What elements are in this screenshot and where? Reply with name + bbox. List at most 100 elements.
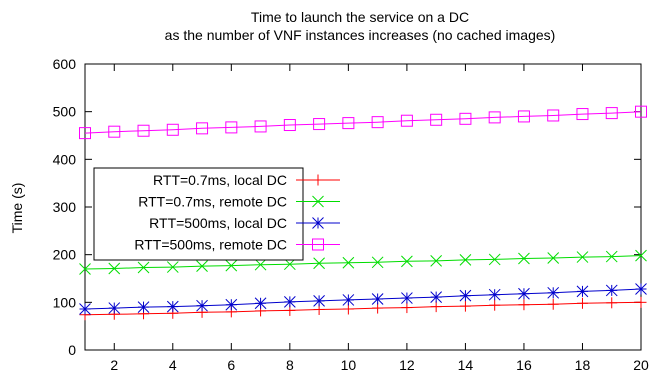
- x-tick-label: 2: [110, 357, 118, 373]
- series-3: [79, 283, 647, 315]
- y-axis-label: Time (s): [9, 183, 25, 234]
- x-tick-label: 12: [399, 357, 415, 373]
- data-point: [196, 122, 209, 135]
- data-point: [225, 298, 238, 311]
- data-point: [254, 258, 267, 271]
- data-point: [371, 116, 384, 129]
- data-point: [576, 297, 588, 309]
- data-point: [430, 255, 443, 267]
- data-point: [459, 112, 472, 125]
- data-point: [488, 288, 501, 301]
- series-4: [79, 105, 647, 140]
- series-1: [79, 296, 647, 321]
- data-point: [576, 251, 589, 263]
- data-point: [313, 118, 326, 131]
- data-point: [635, 296, 647, 308]
- series-line: [84, 111, 642, 134]
- data-point: [401, 292, 413, 304]
- legend-marker: [312, 238, 324, 251]
- series-line: [84, 255, 642, 270]
- data-point: [225, 121, 238, 134]
- data-point: [489, 299, 501, 311]
- data-point: [254, 297, 267, 310]
- y-tick-label: 100: [53, 294, 77, 310]
- data-point: [137, 301, 150, 313]
- data-point: [79, 303, 91, 315]
- legend-box: [93, 167, 304, 261]
- data-point: [225, 259, 238, 272]
- data-point: [342, 256, 355, 269]
- data-point: [576, 285, 589, 298]
- data-point: [459, 300, 471, 312]
- data-point: [606, 297, 618, 309]
- data-point: [196, 260, 208, 272]
- data-point: [137, 124, 150, 137]
- data-point: [576, 108, 589, 121]
- data-point: [459, 289, 472, 302]
- y-tick-label: 0: [68, 342, 76, 358]
- data-point: [517, 110, 530, 123]
- data-point: [137, 261, 150, 274]
- data-point: [488, 253, 501, 266]
- data-point: [196, 299, 208, 312]
- chart-title: Time to launch the service on a DC: [251, 9, 469, 25]
- legend-marker: [312, 217, 324, 229]
- x-tick-label: 6: [227, 357, 235, 373]
- legend-label: RTT=500ms, local DC: [149, 215, 287, 231]
- data-point: [605, 284, 618, 297]
- legend-marker: [312, 174, 324, 186]
- data-point: [108, 125, 121, 138]
- data-point: [635, 249, 647, 262]
- data-point: [459, 254, 472, 266]
- data-point: [342, 117, 355, 130]
- y-tick-label: 300: [53, 199, 77, 215]
- data-point: [79, 263, 91, 275]
- series-2: [79, 249, 647, 275]
- x-tick-label: 16: [516, 357, 532, 373]
- data-point: [313, 257, 325, 270]
- legend-marker: [312, 195, 324, 208]
- data-point: [283, 296, 296, 308]
- data-point: [488, 111, 501, 124]
- data-point: [283, 119, 296, 132]
- legend-label: RTT=0.7ms, remote DC: [138, 194, 287, 210]
- legend-label: RTT=500ms, remote DC: [134, 237, 287, 253]
- data-point: [547, 109, 560, 122]
- y-tick-label: 500: [53, 104, 77, 120]
- x-tick-label: 14: [458, 357, 474, 373]
- data-point: [605, 107, 618, 120]
- data-point: [254, 120, 267, 133]
- data-point: [605, 250, 618, 263]
- x-tick-label: 10: [341, 357, 357, 373]
- legend: RTT=0.7ms, local DC RTT=0.7ms, remote DC R…: [93, 167, 340, 261]
- data-point: [401, 302, 413, 314]
- data-point: [166, 300, 179, 313]
- data-point: [108, 302, 121, 314]
- x-tick-label: 18: [575, 357, 591, 373]
- y-tick-label: 200: [53, 247, 77, 263]
- data-point: [430, 113, 443, 126]
- data-point: [518, 252, 530, 265]
- data-point: [342, 294, 355, 306]
- data-point: [371, 256, 384, 269]
- data-point: [166, 261, 179, 273]
- data-point: [401, 255, 413, 268]
- data-point: [108, 262, 121, 275]
- data-point: [430, 301, 442, 313]
- data-point: [283, 258, 296, 271]
- series-line: [84, 288, 642, 310]
- y-tick-label: 400: [53, 151, 77, 167]
- y-tick-label: 600: [53, 56, 77, 72]
- data-point: [518, 287, 530, 300]
- data-point: [313, 295, 325, 307]
- x-tick-label: 4: [169, 357, 177, 373]
- data-point: [430, 291, 443, 303]
- data-point: [371, 293, 384, 305]
- axes: 0 100 200 300 400 500 600 2 4 6 8 10 12 14 16 18 20: [53, 56, 649, 373]
- data-point: [166, 123, 179, 136]
- data-point: [547, 252, 560, 264]
- data-point: [547, 286, 560, 299]
- data-point: [635, 105, 647, 118]
